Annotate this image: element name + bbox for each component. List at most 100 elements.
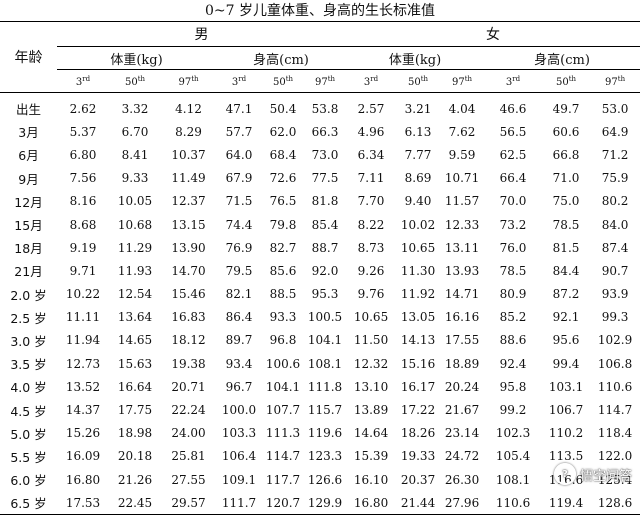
value-cell: 117.7 (265, 472, 301, 487)
value-cell: 66.4 (499, 171, 527, 186)
table-row: 21月 9.71 11.93 14.70 79.5 85.6 92.0 9.26 11.30 13… (0, 259, 640, 282)
value-cell: 9.26 (357, 263, 385, 278)
value-cell: 62.0 (269, 124, 297, 139)
value-cell: 118.4 (597, 426, 633, 441)
value-cell: 17.75 (117, 403, 153, 418)
male-weight-header: 体重(kg) (57, 46, 216, 70)
table-row: 15月 8.68 10.68 13.15 74.4 79.8 85.4 8.22 10.02 12… (0, 213, 640, 236)
value-cell: 11.57 (444, 194, 480, 209)
value-cell: 109.1 (221, 472, 257, 487)
value-cell: 87.2 (552, 287, 580, 302)
value-cell: 14.70 (171, 263, 206, 278)
value-cell: 88.7 (311, 240, 339, 255)
value-cell: 88.5 (269, 287, 297, 302)
value-cell: 11.92 (400, 287, 436, 302)
value-cell: 10.02 (400, 217, 436, 232)
value-cell: 99.3 (601, 310, 629, 325)
value-cell: 11.29 (117, 240, 153, 255)
value-cell: 2.62 (69, 101, 97, 116)
value-cell: 111.8 (307, 379, 343, 394)
value-cell: 15.26 (65, 426, 101, 441)
value-cell: 10.37 (171, 147, 206, 162)
value-cell: 14.71 (444, 287, 480, 302)
value-cell: 110.6 (495, 495, 531, 510)
value-cell: 11.11 (65, 310, 101, 325)
value-cell: 75.0 (552, 194, 580, 209)
value-cell: 16.80 (353, 495, 389, 510)
age-cell: 4.5 岁 (10, 403, 47, 419)
table-row: 4.5 岁 14.37 17.75 22.24 100.0 107.7 115.7 13.89… (0, 398, 640, 421)
table-row: 5.5 岁 16.09 20.18 25.81 106.4 114.7 123.3 15.39… (0, 445, 640, 468)
value-cell: 95.8 (499, 379, 527, 394)
value-cell: 87.4 (601, 240, 629, 255)
value-cell: 107.7 (265, 403, 301, 418)
age-cell: 3.5 岁 (10, 357, 47, 373)
value-cell: 50.4 (269, 101, 297, 116)
percentile-header: 3rd (75, 74, 91, 88)
value-cell: 7.70 (357, 194, 385, 209)
age-cell: 2.5 岁 (10, 310, 47, 326)
age-cell: 6月 (18, 148, 39, 164)
value-cell: 6.13 (404, 124, 432, 139)
value-cell: 103.3 (221, 426, 257, 441)
value-cell: 66.8 (552, 147, 580, 162)
value-cell: 13.64 (117, 310, 153, 325)
age-cell: 15月 (14, 218, 43, 234)
value-cell: 9.40 (404, 194, 432, 209)
value-cell: 13.52 (65, 379, 101, 394)
growth-standards-table: 年龄 男 女 体重(kg) 身高(cm) 体重(kg) 身高(cm) 3rd 50… (0, 21, 640, 515)
value-cell: 10.65 (400, 240, 436, 255)
percentile-header: 50th (408, 74, 429, 88)
value-cell: 4.04 (448, 101, 476, 116)
value-cell: 100.6 (265, 356, 301, 371)
value-cell: 16.80 (65, 472, 101, 487)
value-cell: 10.71 (444, 171, 480, 186)
value-cell: 119.4 (548, 495, 584, 510)
value-cell: 16.17 (400, 379, 436, 394)
value-cell: 64.0 (225, 147, 253, 162)
percentile-header: 50th (556, 74, 577, 88)
value-cell: 12.33 (444, 217, 480, 232)
value-cell: 122.0 (597, 449, 633, 464)
value-cell: 21.44 (400, 495, 436, 510)
percentile-header: 97th (178, 74, 199, 88)
value-cell: 20.18 (117, 449, 153, 464)
value-cell: 53.8 (311, 101, 339, 116)
value-cell: 9.59 (448, 147, 476, 162)
value-cell: 15.46 (171, 287, 206, 302)
value-cell: 7.62 (448, 124, 476, 139)
value-cell: 79.5 (225, 263, 253, 278)
value-cell: 92.4 (499, 356, 527, 371)
value-cell: 11.50 (353, 333, 389, 348)
value-cell: 96.8 (269, 333, 297, 348)
value-cell: 11.93 (117, 263, 153, 278)
value-cell: 81.8 (311, 194, 339, 209)
value-cell: 22.45 (117, 495, 153, 510)
value-cell: 95.3 (311, 287, 339, 302)
value-cell: 95.6 (552, 333, 580, 348)
value-cell: 78.5 (499, 263, 527, 278)
male-header: 男 (57, 21, 347, 47)
value-cell: 5.37 (69, 124, 97, 139)
percentile-header: 97th (605, 74, 626, 88)
value-cell: 26.30 (444, 472, 480, 487)
value-cell: 92.1 (552, 310, 580, 325)
value-cell: 73.2 (499, 217, 527, 232)
value-cell: 9.76 (357, 287, 385, 302)
table-row: 9月 7.56 9.33 11.49 67.9 72.6 77.5 7.11 8.69 10.71… (0, 167, 640, 190)
table-row: 4.0 岁 13.52 16.64 20.71 96.7 104.1 111.8 13.10 1… (0, 375, 640, 398)
value-cell: 13.10 (353, 379, 389, 394)
value-cell: 46.6 (499, 101, 527, 116)
table-row: 2.0 岁 10.22 12.54 15.46 82.1 88.5 95.3 9.76 11.9… (0, 283, 640, 306)
value-cell: 76.9 (225, 240, 253, 255)
value-cell: 110.2 (548, 426, 584, 441)
value-cell: 14.13 (400, 333, 436, 348)
value-cell: 86.4 (225, 310, 253, 325)
value-cell: 20.37 (400, 472, 436, 487)
value-cell: 24.72 (444, 449, 480, 464)
value-cell: 7.56 (69, 171, 97, 186)
value-cell: 8.22 (357, 217, 385, 232)
value-cell: 14.37 (65, 403, 101, 418)
value-cell: 99.2 (499, 403, 527, 418)
value-cell: 93.4 (225, 356, 253, 371)
